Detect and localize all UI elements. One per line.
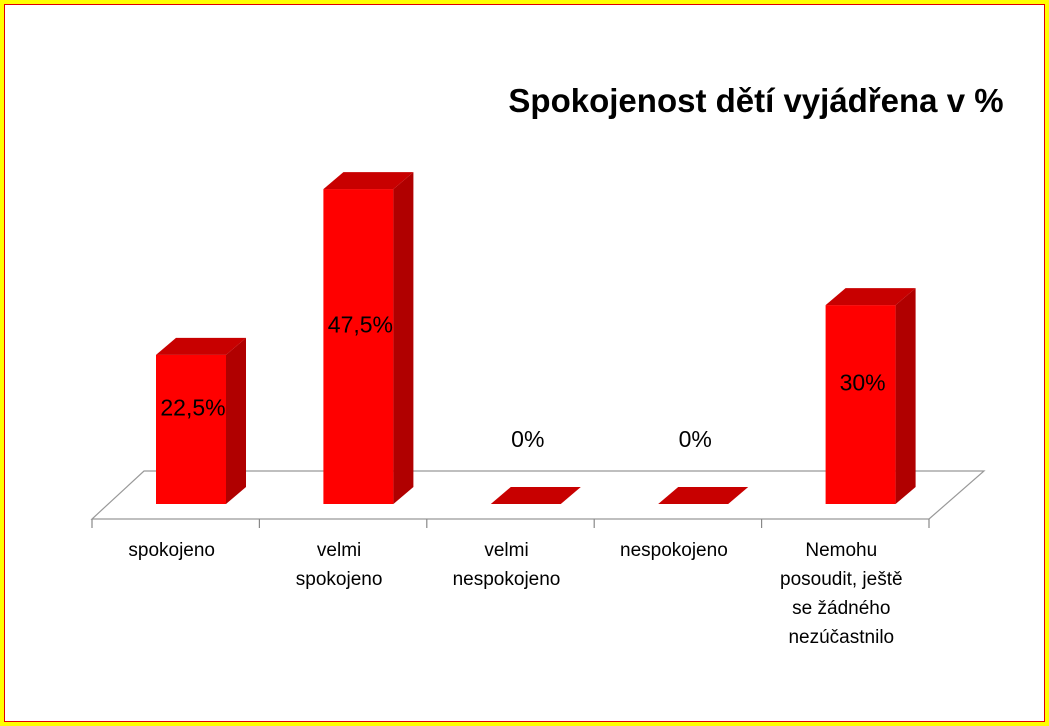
bar [156,354,226,504]
value-label: 0% [679,426,712,452]
chart-title: Spokojenost dětí vyjádřena v % [508,82,1003,119]
x-tick-label: Nemohu posoudit, ještě se žádného nezúča… [780,540,903,648]
bar [658,487,749,504]
bar-side [226,337,246,504]
bar-top [323,172,414,190]
bar [825,305,896,504]
value-label: 47,5% [328,312,393,338]
x-tick-label: velmi spokojeno [295,540,383,590]
x-tick-label: velmi nespokojeno [452,540,561,590]
bar-side [393,172,414,504]
bar [490,487,581,504]
value-label: 30% [840,370,886,396]
bar-top [156,337,246,355]
x-tick-label: nespokojeno [620,540,728,561]
chart: Spokojenost dětí vyjádřena v % 22,5% 47,5… [90,82,1004,528]
x-tick-label: spokojeno [128,540,215,561]
bar-side [895,288,916,504]
bar [323,189,394,504]
value-label: 22,5% [160,394,225,420]
value-label: 0% [511,426,544,452]
bar-top [825,288,916,306]
